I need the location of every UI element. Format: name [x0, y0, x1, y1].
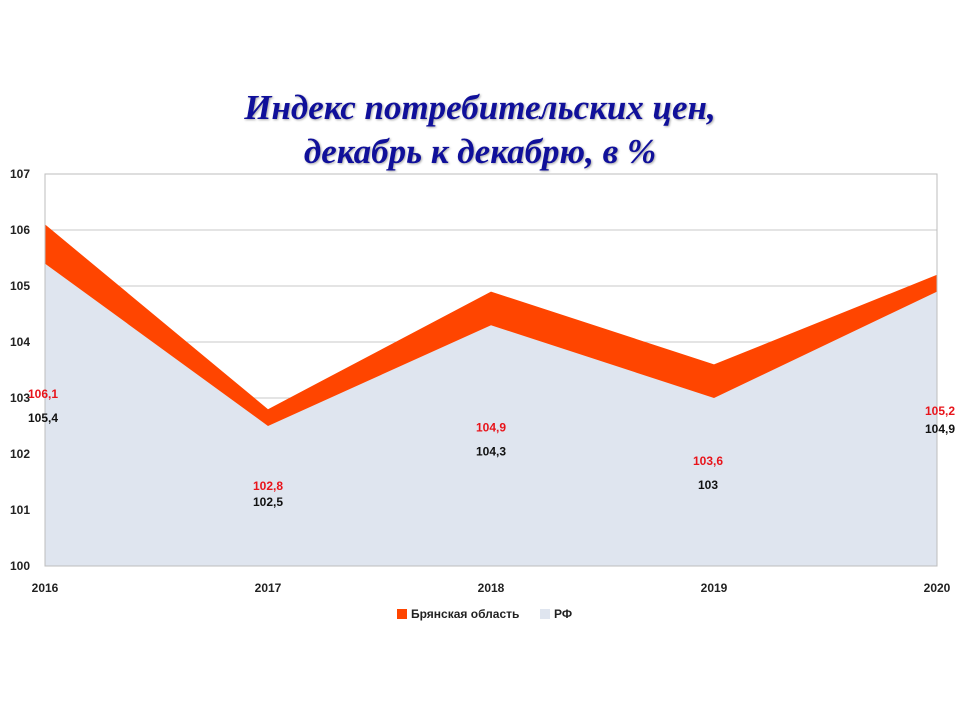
legend-label-bryansk: Брянская область — [411, 607, 519, 621]
x-tick-label-2016: 2016 — [32, 581, 59, 595]
data-label-bryansk-2018: 104,9 — [476, 421, 506, 435]
data-label-bryansk-2017: 102,8 — [253, 479, 283, 493]
data-label-bryansk-2019: 103,6 — [693, 454, 723, 468]
chart-title: Индекс потребительских цен, декабрь к де… — [0, 86, 960, 174]
data-label-bryansk-2016: 106,1 — [28, 387, 58, 401]
data-label-rf-2020: 104,9 — [925, 422, 955, 436]
chart-title-line-1: Индекс потребительских цен, — [244, 88, 716, 127]
plot-border — [44, 173, 938, 567]
data-label-bryansk-2020: 105,2 — [925, 404, 955, 418]
data-label-rf-2019: 103 — [698, 478, 718, 492]
data-label-rf-2018: 104,3 — [476, 444, 506, 458]
y-tick-label-104: 104 — [10, 335, 30, 349]
legend-swatch-bryansk — [397, 609, 407, 619]
x-tick-label-2019: 2019 — [701, 581, 728, 595]
y-tick-label-106: 106 — [10, 223, 30, 237]
data-label-rf-2016: 105,4 — [28, 411, 58, 425]
y-tick-label-103: 103 — [10, 391, 30, 405]
y-tick-label-105: 105 — [10, 279, 30, 293]
y-tick-label-102: 102 — [10, 447, 30, 461]
legend-swatch-rf — [540, 609, 550, 619]
chart-title-line-2: декабрь к декабрю, в % — [303, 132, 657, 171]
x-tick-label-2018: 2018 — [478, 581, 505, 595]
y-tick-label-100: 100 — [10, 559, 30, 573]
legend-label-rf: РФ — [554, 607, 572, 621]
x-tick-label-2017: 2017 — [255, 581, 282, 595]
x-tick-label-2020: 2020 — [924, 581, 951, 595]
y-tick-label-107: 107 — [10, 167, 30, 181]
series-area-rf — [45, 263, 937, 566]
y-tick-label-101: 101 — [10, 503, 30, 517]
data-label-rf-2017: 102,5 — [253, 495, 283, 509]
